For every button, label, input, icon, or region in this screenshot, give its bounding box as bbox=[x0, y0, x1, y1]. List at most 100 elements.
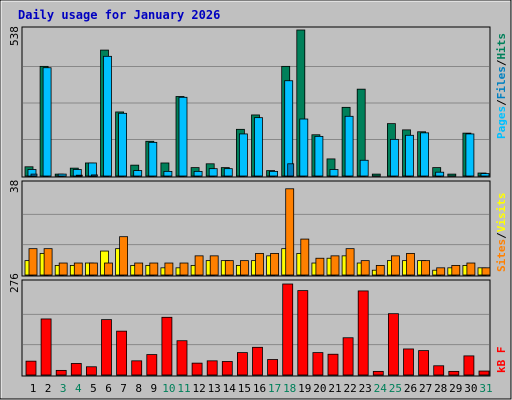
bar-kbytes-day-18 bbox=[282, 283, 294, 376]
bar-kbytes-day-6 bbox=[101, 319, 112, 376]
bar-files-day-23 bbox=[359, 159, 369, 177]
x-label-day-4: 4 bbox=[75, 382, 82, 395]
bar-kbytes-day-30 bbox=[463, 355, 475, 376]
bar-kbytes-day-15 bbox=[236, 352, 248, 376]
x-label-day-19: 19 bbox=[298, 382, 311, 395]
legend-sites: Sites bbox=[495, 239, 508, 272]
bar-files-day-5 bbox=[88, 162, 97, 177]
bar-kbytes-day-31 bbox=[478, 370, 490, 376]
bar-kbytes-day-19 bbox=[297, 290, 309, 376]
bar-sites-day-7 bbox=[119, 236, 128, 276]
x-label-day-5: 5 bbox=[90, 382, 97, 395]
x-axis-labels: 1 2 3 4 5 6 7 8 9 10 11 12 13 14 15 16 17 18 19 20 21 22 23 24 2… bbox=[30, 382, 493, 395]
x-label-day-1: 1 bbox=[30, 382, 37, 395]
bar-kbytes-day-11 bbox=[176, 340, 188, 376]
bar-sites-day-22 bbox=[345, 248, 355, 276]
legend-sep-3: / bbox=[495, 232, 508, 239]
bar-files-day-8 bbox=[133, 170, 143, 177]
x-label-day-27: 27 bbox=[419, 382, 432, 395]
x-label-day-8: 8 bbox=[135, 382, 142, 395]
bar-sites-day-19 bbox=[300, 238, 310, 276]
bar-kbytes-day-7 bbox=[116, 330, 127, 376]
bar-files-day-14 bbox=[223, 168, 233, 177]
x-label-day-25: 25 bbox=[389, 382, 402, 395]
x-label-day-23: 23 bbox=[359, 382, 372, 395]
bar-files-day-12 bbox=[193, 170, 203, 177]
x-label-day-17: 17 bbox=[268, 382, 281, 395]
legend-sep-2: / bbox=[495, 59, 508, 66]
legend-kbytes: kB F bbox=[495, 347, 508, 374]
bar-kbytes-day-23 bbox=[357, 290, 369, 376]
bar-sites-day-20 bbox=[315, 257, 325, 276]
panel-hits-files-pages bbox=[23, 29, 490, 177]
bar-kbytes-day-29 bbox=[448, 370, 460, 376]
x-label-day-7: 7 bbox=[120, 382, 127, 395]
x-label-day-12: 12 bbox=[192, 382, 205, 395]
bar-sites-day-27 bbox=[421, 260, 431, 276]
bar-files-day-15 bbox=[238, 133, 248, 177]
bar-sites-day-2 bbox=[43, 248, 53, 276]
bar-kbytes-day-1 bbox=[25, 360, 37, 376]
bar-kbytes-day-24 bbox=[372, 370, 384, 376]
bar-hits-day-24 bbox=[371, 173, 381, 177]
bar-sites-day-16 bbox=[255, 253, 264, 276]
bar-files-day-11 bbox=[178, 96, 188, 177]
bar-files-day-30 bbox=[465, 133, 475, 177]
bar-kbytes-day-26 bbox=[403, 348, 414, 376]
bar-sites-day-9 bbox=[149, 262, 159, 276]
bar-sites-day-17 bbox=[270, 253, 280, 276]
x-label-day-15: 15 bbox=[238, 382, 251, 395]
bar-files-day-6 bbox=[103, 55, 112, 177]
bar-pages-day-18 bbox=[287, 163, 295, 177]
bar-sites-day-10 bbox=[164, 262, 174, 276]
x-label-day-24: 24 bbox=[374, 382, 388, 395]
chart-title: Daily usage for January 2026 bbox=[18, 8, 220, 22]
x-label-day-21: 21 bbox=[328, 382, 341, 395]
bar-sites-day-1 bbox=[28, 248, 38, 276]
bar-files-day-3 bbox=[57, 173, 67, 177]
bar-files-day-26 bbox=[405, 134, 414, 177]
bar-pages-day-4 bbox=[75, 174, 83, 177]
x-label-day-16: 16 bbox=[253, 382, 266, 395]
bar-sites-day-14 bbox=[224, 260, 234, 276]
bar-files-day-17 bbox=[269, 170, 279, 177]
bar-files-day-25 bbox=[389, 138, 399, 177]
x-label-day-30: 30 bbox=[464, 382, 477, 395]
bar-kbytes-day-25 bbox=[387, 313, 399, 376]
x-label-day-10: 10 bbox=[162, 382, 175, 395]
legend-hits-files-pages: Pages/Files/Hits bbox=[495, 33, 508, 139]
bar-kbytes-day-20 bbox=[312, 352, 324, 376]
bar-kbytes-day-4 bbox=[70, 363, 82, 376]
bar-kbytes-day-3 bbox=[55, 369, 67, 376]
x-label-day-2: 2 bbox=[45, 382, 52, 395]
x-label-day-6: 6 bbox=[105, 382, 112, 395]
bar-files-day-22 bbox=[344, 115, 354, 177]
bar-pages-day-1 bbox=[30, 173, 38, 177]
bar-sites-day-3 bbox=[58, 262, 68, 276]
bar-files-day-16 bbox=[254, 117, 263, 177]
bar-sites-day-30 bbox=[466, 262, 476, 276]
bar-files-day-19 bbox=[299, 118, 309, 177]
bar-files-day-28 bbox=[435, 171, 445, 177]
bar-sites-day-15 bbox=[239, 260, 249, 276]
x-label-day-20: 20 bbox=[313, 382, 326, 395]
legend-sep-1: / bbox=[495, 99, 508, 106]
bar-kbytes-day-14 bbox=[221, 361, 233, 376]
bar-sites-day-13 bbox=[209, 255, 219, 276]
bar-sites-day-11 bbox=[179, 262, 189, 276]
bar-files-day-7 bbox=[118, 112, 127, 177]
legend-hits: Hits bbox=[495, 33, 508, 60]
x-label-day-18: 18 bbox=[283, 382, 296, 395]
bar-sites-day-26 bbox=[406, 253, 415, 276]
bar-files-day-18 bbox=[284, 80, 294, 177]
bar-sites-day-12 bbox=[194, 255, 204, 276]
bar-files-day-13 bbox=[208, 168, 218, 177]
legend-sites-visits: Sites/Visits bbox=[495, 193, 508, 273]
bar-files-day-2 bbox=[42, 67, 52, 177]
bar-sites-day-8 bbox=[134, 262, 144, 276]
legend-visits: Visits bbox=[495, 193, 508, 233]
bar-pages-day-5 bbox=[91, 174, 98, 177]
bar-kbytes-day-10 bbox=[161, 316, 173, 376]
x-label-day-26: 26 bbox=[404, 382, 417, 395]
bar-kbytes-day-2 bbox=[40, 318, 52, 376]
